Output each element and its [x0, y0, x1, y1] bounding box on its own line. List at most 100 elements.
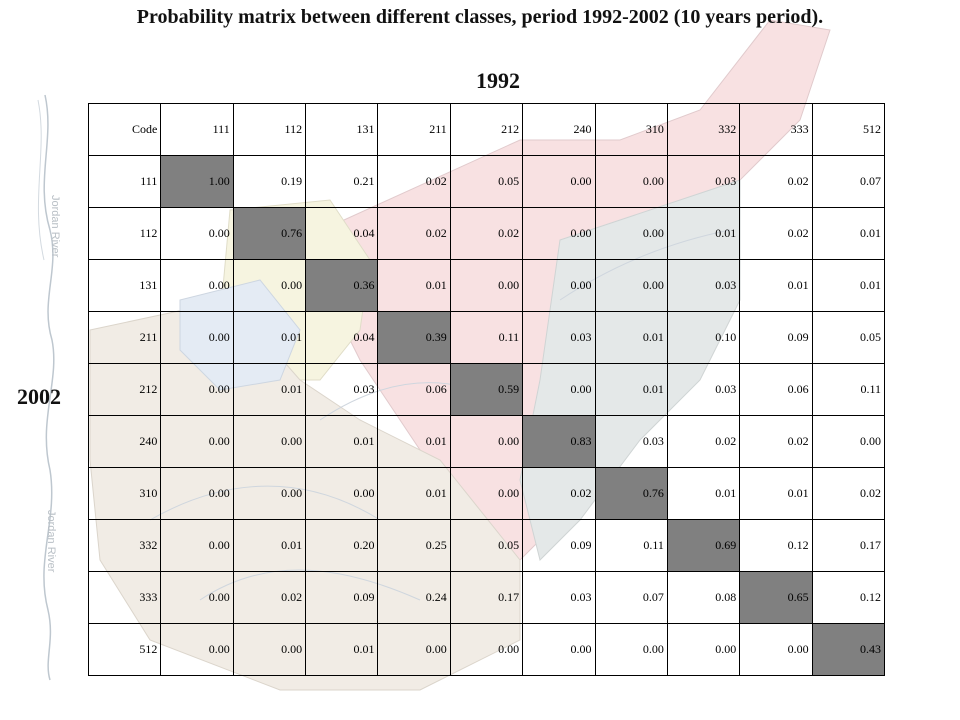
matrix-cell: 0.02 [449, 207, 524, 260]
matrix-cell: 0.11 [811, 363, 886, 416]
matrix-cell: 0.20 [305, 519, 379, 572]
matrix-cell: 0.06 [739, 363, 813, 416]
diagonal-cell: 0.59 [449, 363, 524, 416]
column-header: 212 [449, 103, 524, 156]
column-header: 310 [594, 103, 668, 156]
page-title: Probability matrix between different cla… [136, 6, 824, 28]
matrix-corner-cell: Code [87, 103, 162, 156]
table-row: 112 0.00 0.76 0.04 0.02 0.02 0.00 0.00 0.01 0.02 0… [87, 207, 886, 260]
matrix-cell: 0.05 [449, 155, 524, 208]
matrix-cell: 0.00 [160, 623, 234, 676]
matrix-cell: 0.09 [305, 571, 379, 624]
table-row: 333 0.00 0.02 0.09 0.24 0.17 0.03 0.07 0.08 0.65 0… [87, 571, 886, 624]
matrix-cell: 0.02 [377, 207, 451, 260]
matrix-cell: 0.25 [377, 519, 451, 572]
matrix-cell: 0.00 [232, 623, 307, 676]
row-header: 211 [87, 311, 162, 364]
matrix-cell: 0.17 [811, 519, 886, 572]
matrix-cell: 0.11 [449, 311, 524, 364]
matrix-cell: 0.10 [666, 311, 741, 364]
matrix-cell: 0.02 [666, 415, 741, 468]
matrix-cell: 0.03 [522, 571, 596, 624]
diagonal-cell: 0.43 [811, 623, 886, 676]
matrix-cell: 0.00 [522, 259, 596, 312]
matrix-cell: 0.02 [811, 467, 886, 520]
diagonal-cell: 0.76 [594, 467, 668, 520]
matrix-cell: 0.01 [666, 467, 741, 520]
matrix-cell: 0.01 [305, 415, 379, 468]
matrix-cell: 0.03 [666, 259, 741, 312]
column-header: 211 [377, 103, 451, 156]
probability-matrix: Code 111 112 131 211 212 240 310 332 333… [87, 103, 886, 676]
matrix-cell: 0.01 [666, 207, 741, 260]
matrix-cell: 0.12 [739, 519, 813, 572]
matrix-cell: 0.05 [811, 311, 886, 364]
matrix-cell: 0.01 [377, 467, 451, 520]
column-year-label: 1992 [476, 68, 520, 93]
row-header: 111 [87, 155, 162, 208]
matrix-cell: 0.00 [594, 259, 668, 312]
matrix-cell: 0.00 [160, 259, 234, 312]
matrix-cell: 0.07 [594, 571, 668, 624]
matrix-cell: 0.00 [160, 415, 234, 468]
matrix-header-row: Code 111 112 131 211 212 240 310 332 333… [87, 103, 886, 156]
row-header: 112 [87, 207, 162, 260]
row-header: 333 [87, 571, 162, 624]
matrix-cell: 0.03 [666, 363, 741, 416]
matrix-cell: 0.01 [232, 311, 307, 364]
matrix-cell: 0.01 [594, 363, 668, 416]
diagonal-cell: 0.76 [232, 207, 307, 260]
matrix-cell: 0.00 [594, 155, 668, 208]
matrix-cell: 0.02 [522, 467, 596, 520]
river-label-2: Jordan River [45, 510, 57, 573]
matrix-cell: 0.01 [377, 259, 451, 312]
row-header: 332 [87, 519, 162, 572]
matrix-cell: 0.01 [811, 207, 886, 260]
matrix-cell: 0.07 [811, 155, 886, 208]
matrix-cell: 0.01 [305, 623, 379, 676]
table-row: 332 0.00 0.01 0.20 0.25 0.05 0.09 0.11 0.69 0.12 0… [87, 519, 886, 572]
matrix-cell: 0.11 [594, 519, 668, 572]
matrix-cell: 0.04 [305, 207, 379, 260]
matrix-cell: 0.00 [232, 467, 307, 520]
matrix-cell: 0.01 [739, 467, 813, 520]
river-label-1: Jordan River [49, 195, 61, 258]
matrix-cell: 0.00 [232, 415, 307, 468]
column-header: 112 [232, 103, 307, 156]
table-row: 212 0.00 0.01 0.03 0.06 0.59 0.00 0.01 0.03 0.06 0… [87, 363, 886, 416]
table-row: 512 0.00 0.00 0.01 0.00 0.00 0.00 0.00 0.00 0.00 0… [87, 623, 886, 676]
matrix-cell: 0.03 [305, 363, 379, 416]
table-row: 131 0.00 0.00 0.36 0.01 0.00 0.00 0.00 0.03 0.01 0… [87, 259, 886, 312]
matrix-cell: 0.00 [160, 311, 234, 364]
matrix-cell: 0.03 [594, 415, 668, 468]
table-row: 310 0.00 0.00 0.00 0.01 0.00 0.02 0.76 0.01 0.01 0… [87, 467, 886, 520]
matrix-cell: 0.08 [666, 571, 741, 624]
column-header: 332 [666, 103, 741, 156]
matrix-cell: 0.01 [811, 259, 886, 312]
column-header: 240 [522, 103, 596, 156]
column-header: 111 [160, 103, 234, 156]
matrix-cell: 0.00 [522, 207, 596, 260]
river-line [43, 94, 55, 681]
matrix-cell: 0.00 [449, 623, 524, 676]
diagonal-cell: 1.00 [160, 155, 234, 208]
matrix-cell: 0.19 [232, 155, 307, 208]
matrix-cell: 0.00 [522, 155, 596, 208]
column-header: 512 [811, 103, 886, 156]
matrix-cell: 0.03 [522, 311, 596, 364]
matrix-cell: 0.00 [160, 519, 234, 572]
matrix-cell: 0.00 [160, 571, 234, 624]
matrix-cell: 0.00 [377, 623, 451, 676]
matrix-cell: 0.02 [739, 415, 813, 468]
table-row: 111 1.00 0.19 0.21 0.02 0.05 0.00 0.00 0.03 0.02 0… [87, 155, 886, 208]
row-header: 310 [87, 467, 162, 520]
matrix-cell: 0.00 [160, 207, 234, 260]
matrix-cell: 0.06 [377, 363, 451, 416]
matrix-cell: 0.12 [811, 571, 886, 624]
matrix-cell: 0.02 [739, 207, 813, 260]
diagonal-cell: 0.69 [666, 519, 741, 572]
matrix-cell: 0.00 [160, 467, 234, 520]
row-header: 212 [87, 363, 162, 416]
row-header: 240 [87, 415, 162, 468]
matrix-cell: 0.00 [739, 623, 813, 676]
